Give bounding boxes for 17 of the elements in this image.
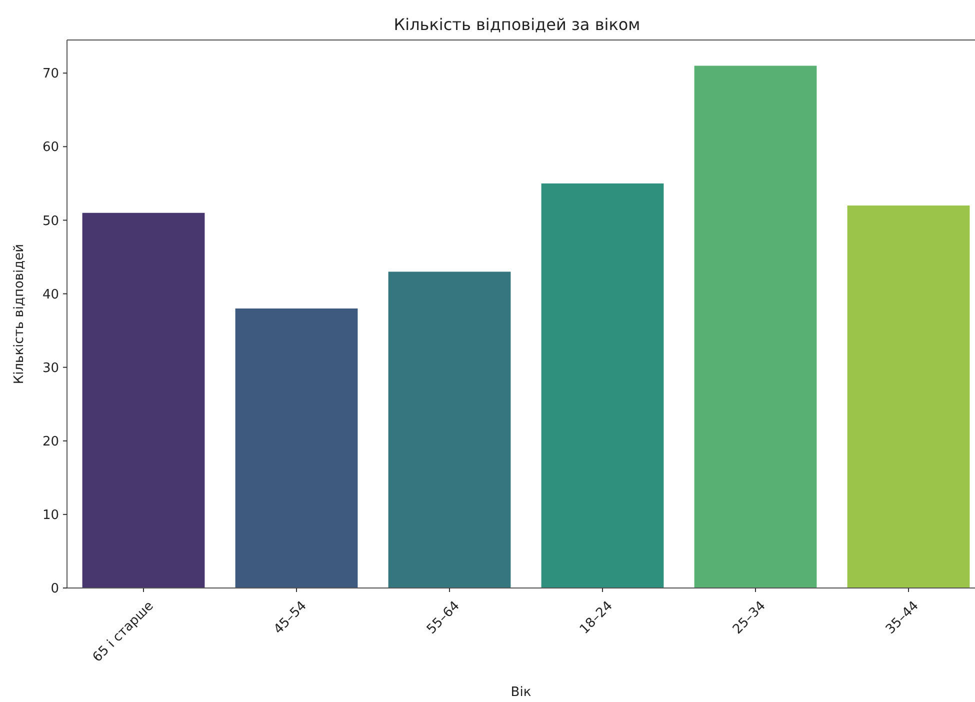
bar	[235, 308, 358, 588]
y-tick-label: 0	[50, 582, 59, 597]
y-tick-label: 30	[42, 360, 59, 376]
bar	[847, 206, 970, 588]
chart-title: Кількість відповідей за віком	[394, 15, 640, 34]
y-tick-label: 70	[42, 66, 59, 82]
y-tick-label: 20	[42, 434, 59, 450]
bar	[694, 66, 817, 588]
y-tick-label: 10	[42, 508, 59, 523]
x-axis-title: Вік	[510, 685, 532, 700]
y-tick-label: 50	[42, 214, 59, 229]
y-axis-title: Кількість відповідей	[12, 244, 27, 384]
y-tick-label: 40	[42, 287, 59, 302]
bar	[82, 212, 205, 588]
bar	[388, 272, 511, 588]
y-tick-label: 60	[42, 140, 59, 156]
bar	[541, 183, 664, 588]
